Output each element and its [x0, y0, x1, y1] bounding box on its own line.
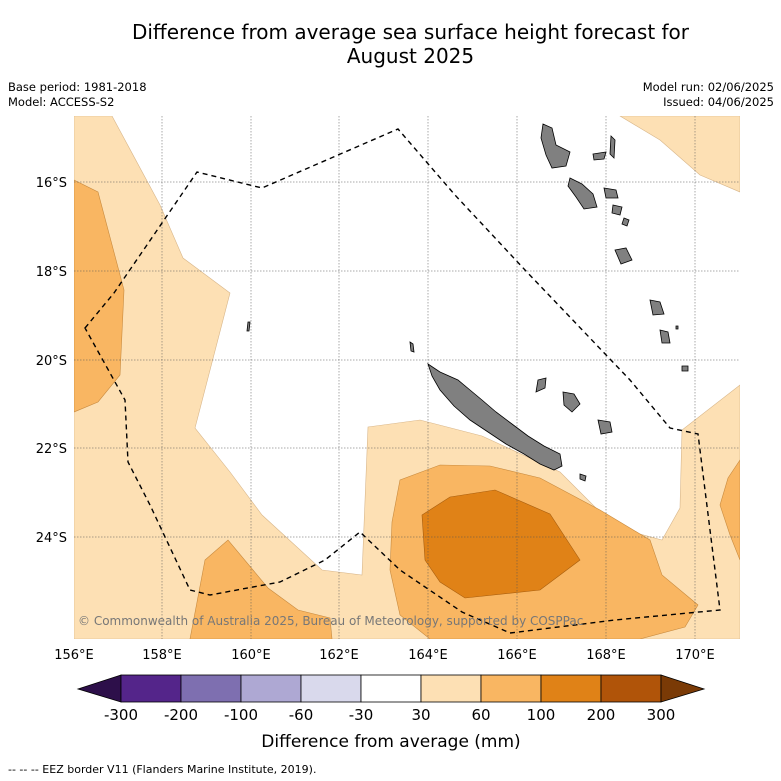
- colorbar-segment: [300, 674, 362, 703]
- colorbar-tick: -300: [104, 706, 138, 724]
- title-line-1: Difference from average sea surface heig…: [131, 20, 690, 44]
- colorbar-extend-high: [660, 674, 706, 703]
- colorbar-tick: 200: [587, 706, 616, 724]
- chart-title: Difference from average sea surface heig…: [0, 20, 781, 68]
- lon-label-158e: 158°E: [142, 648, 182, 663]
- vanuatu-aneityum: [681, 365, 689, 372]
- lat-label-18s: 18°S: [36, 265, 67, 280]
- colorbar-segment: [480, 674, 542, 703]
- vanuatu-ambae: [592, 151, 607, 161]
- colorbar-extend-low: [76, 674, 122, 703]
- vanuatu-maewo: [609, 135, 616, 159]
- colorbar-tick: 100: [527, 706, 556, 724]
- model-run: Model run: 02/06/2025: [642, 80, 774, 94]
- colorbar-segment: [180, 674, 242, 703]
- meta-right: Model run: 02/06/2025 Issued: 04/06/2025: [643, 80, 774, 110]
- chesterfield-island: [246, 321, 251, 332]
- new-caledonia: [427, 363, 563, 471]
- lon-label-170e: 170°E: [675, 648, 715, 663]
- isle-of-pines: [579, 473, 587, 482]
- loyalty-island-1: [535, 377, 547, 393]
- vanuatu-epi: [621, 217, 630, 227]
- vanuatu-tanna: [659, 329, 671, 344]
- colorbar-segment: [540, 674, 602, 703]
- lon-label-162e: 162°E: [319, 648, 359, 663]
- lon-axis: 156°E 158°E 160°E 162°E 164°E 166°E 168°…: [54, 648, 715, 663]
- lat-axis: 16°S 18°S 20°S 22°S 24°S: [36, 176, 67, 546]
- colorbar-tick: 60: [471, 706, 490, 724]
- colorbar-segment: [240, 674, 302, 703]
- colorbar-tick: -100: [224, 706, 258, 724]
- lat-label-16s: 16°S: [36, 176, 67, 191]
- colorbar-ticks: -300 -200 -100 -60 -30 30 60 100 200 300: [104, 706, 675, 724]
- vanuatu-espiritu-santo: [540, 123, 571, 169]
- colorbar-segment: [600, 674, 662, 703]
- colorbar-tick: 300: [647, 706, 676, 724]
- lon-label-168e: 168°E: [586, 648, 626, 663]
- eez-footnote: -- -- -- EEZ border V11 (Flanders Marine…: [8, 763, 317, 776]
- map-plot-area: © Commonwealth of Australia 2025, Bureau…: [74, 116, 740, 639]
- vanuatu-pentecost: [603, 187, 619, 199]
- colorbar-tick: -60: [289, 706, 314, 724]
- colorbar-tick: 30: [411, 706, 430, 724]
- vanuatu-erromango: [649, 299, 665, 316]
- lon-label-160e: 160°E: [231, 648, 271, 663]
- small-islet-2: [675, 325, 679, 330]
- colorbar-segment: [120, 674, 182, 703]
- small-islet-1: [409, 341, 415, 353]
- lon-label-164e: 164°E: [408, 648, 448, 663]
- colorbar-tick: -30: [349, 706, 374, 724]
- lat-label-24s: 24°S: [36, 531, 67, 546]
- land-masses: [246, 123, 689, 482]
- meta-left: Base period: 1981-2018 Model: ACCESS-S2: [8, 80, 147, 110]
- colorbar-segment: [360, 674, 422, 703]
- vanuatu-efate: [614, 247, 633, 265]
- issued-date: Issued: 04/06/2025: [663, 95, 774, 109]
- loyalty-island-2: [562, 391, 581, 413]
- loyalty-island-3: [597, 419, 613, 435]
- colorbar-title: Difference from average (mm): [261, 732, 520, 752]
- contour-100-200: [421, 489, 581, 599]
- base-period: Base period: 1981-2018: [8, 80, 147, 94]
- eez-border: [84, 128, 721, 634]
- lon-label-156e: 156°E: [54, 648, 94, 663]
- gridlines: [74, 116, 740, 639]
- colorbar-segment: [420, 674, 482, 703]
- model-name: Model: ACCESS-S2: [8, 95, 115, 109]
- vanuatu-ambrym: [611, 204, 623, 216]
- lat-label-20s: 20°S: [36, 354, 67, 369]
- title-line-2: August 2025: [346, 44, 475, 68]
- lat-label-22s: 22°S: [36, 442, 67, 457]
- vanuatu-malakula: [567, 177, 598, 210]
- colorbar: [76, 674, 706, 703]
- colorbar-tick: -200: [164, 706, 198, 724]
- copyright-text: © Commonwealth of Australia 2025, Bureau…: [78, 614, 583, 628]
- lon-label-166e: 166°E: [497, 648, 537, 663]
